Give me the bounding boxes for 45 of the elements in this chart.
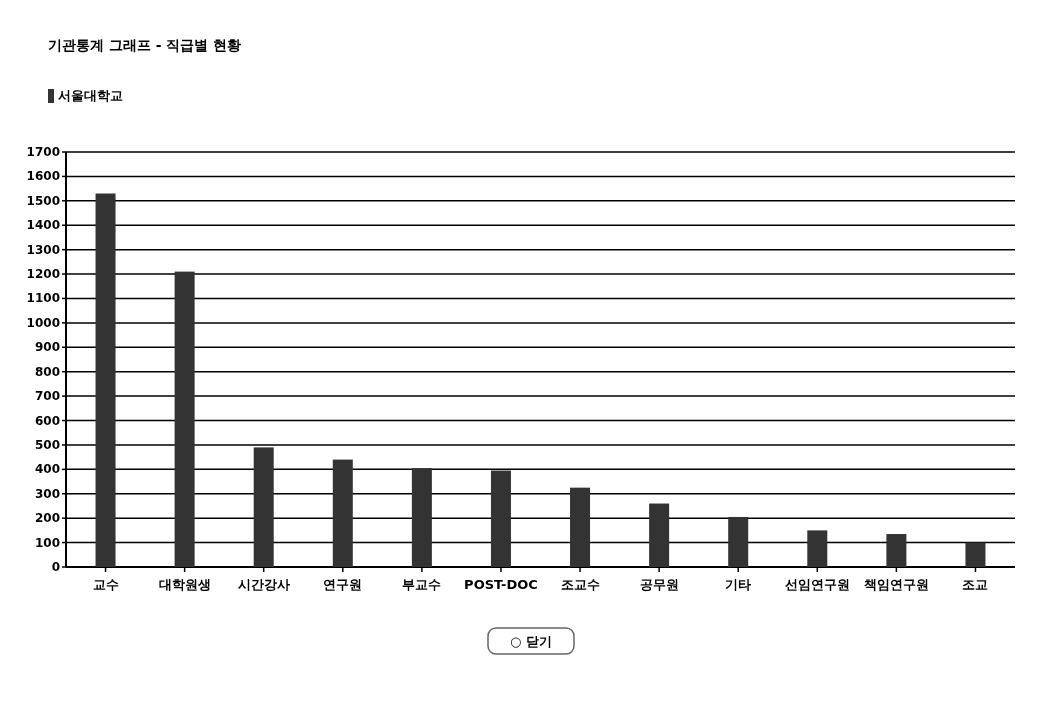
y-tick-label: 1300 bbox=[26, 242, 60, 257]
bar bbox=[728, 516, 749, 567]
y-tick-label: 900 bbox=[34, 340, 60, 355]
bar bbox=[95, 193, 116, 567]
text: ○ 닫기 bbox=[510, 634, 552, 649]
y-tick-label: 700 bbox=[34, 389, 60, 404]
x-tick-label: 공무원 bbox=[639, 577, 679, 592]
y-tick-label: 600 bbox=[34, 413, 60, 428]
bar bbox=[411, 468, 432, 567]
x-tick-label: 기타 bbox=[725, 577, 752, 592]
y-tick-label: 1500 bbox=[26, 193, 60, 208]
x-tick-label: 교수 bbox=[92, 577, 119, 592]
y-tick-label: 200 bbox=[34, 511, 60, 526]
x-tick-label: 대학원생 bbox=[158, 577, 211, 592]
legend-label: 서울대학교 bbox=[58, 88, 123, 103]
bar bbox=[174, 271, 195, 567]
y-tick-label: 1200 bbox=[26, 267, 60, 282]
bar bbox=[807, 530, 828, 567]
bar bbox=[649, 503, 670, 567]
y-tick-label: 300 bbox=[34, 486, 60, 501]
x-tick-label: 책임연구원 bbox=[863, 577, 929, 592]
x-tick-label: 선임연구원 bbox=[784, 577, 850, 592]
bar bbox=[965, 542, 986, 567]
bar bbox=[490, 470, 511, 567]
y-tick-label: 1000 bbox=[26, 315, 60, 330]
y-tick-label: 100 bbox=[34, 535, 60, 550]
x-tick-label: 조교 bbox=[962, 577, 989, 592]
y-tick-label: 500 bbox=[34, 437, 60, 452]
x-tick-label: POST-DOC bbox=[464, 577, 538, 592]
y-tick-label: 1400 bbox=[26, 218, 60, 233]
bar bbox=[332, 459, 353, 567]
x-tick-label: 연구원 bbox=[323, 577, 363, 592]
y-tick-label: 400 bbox=[34, 462, 60, 477]
y-tick-label: 0 bbox=[51, 560, 60, 574]
y-tick-label: 800 bbox=[34, 364, 60, 379]
y-tick-label: 1600 bbox=[26, 169, 60, 184]
bar bbox=[253, 447, 274, 567]
chart-title: 기관통계 그래프 - 직급별 현황 bbox=[48, 37, 242, 53]
y-tick-label: 1100 bbox=[26, 291, 60, 306]
bar bbox=[570, 487, 591, 567]
y-tick-label: 1700 bbox=[26, 145, 60, 159]
bar bbox=[886, 534, 907, 567]
x-tick-label: 조교수 bbox=[560, 577, 600, 592]
x-tick-label: 부교수 bbox=[402, 577, 442, 592]
x-tick-label: 시간강사 bbox=[237, 577, 290, 592]
